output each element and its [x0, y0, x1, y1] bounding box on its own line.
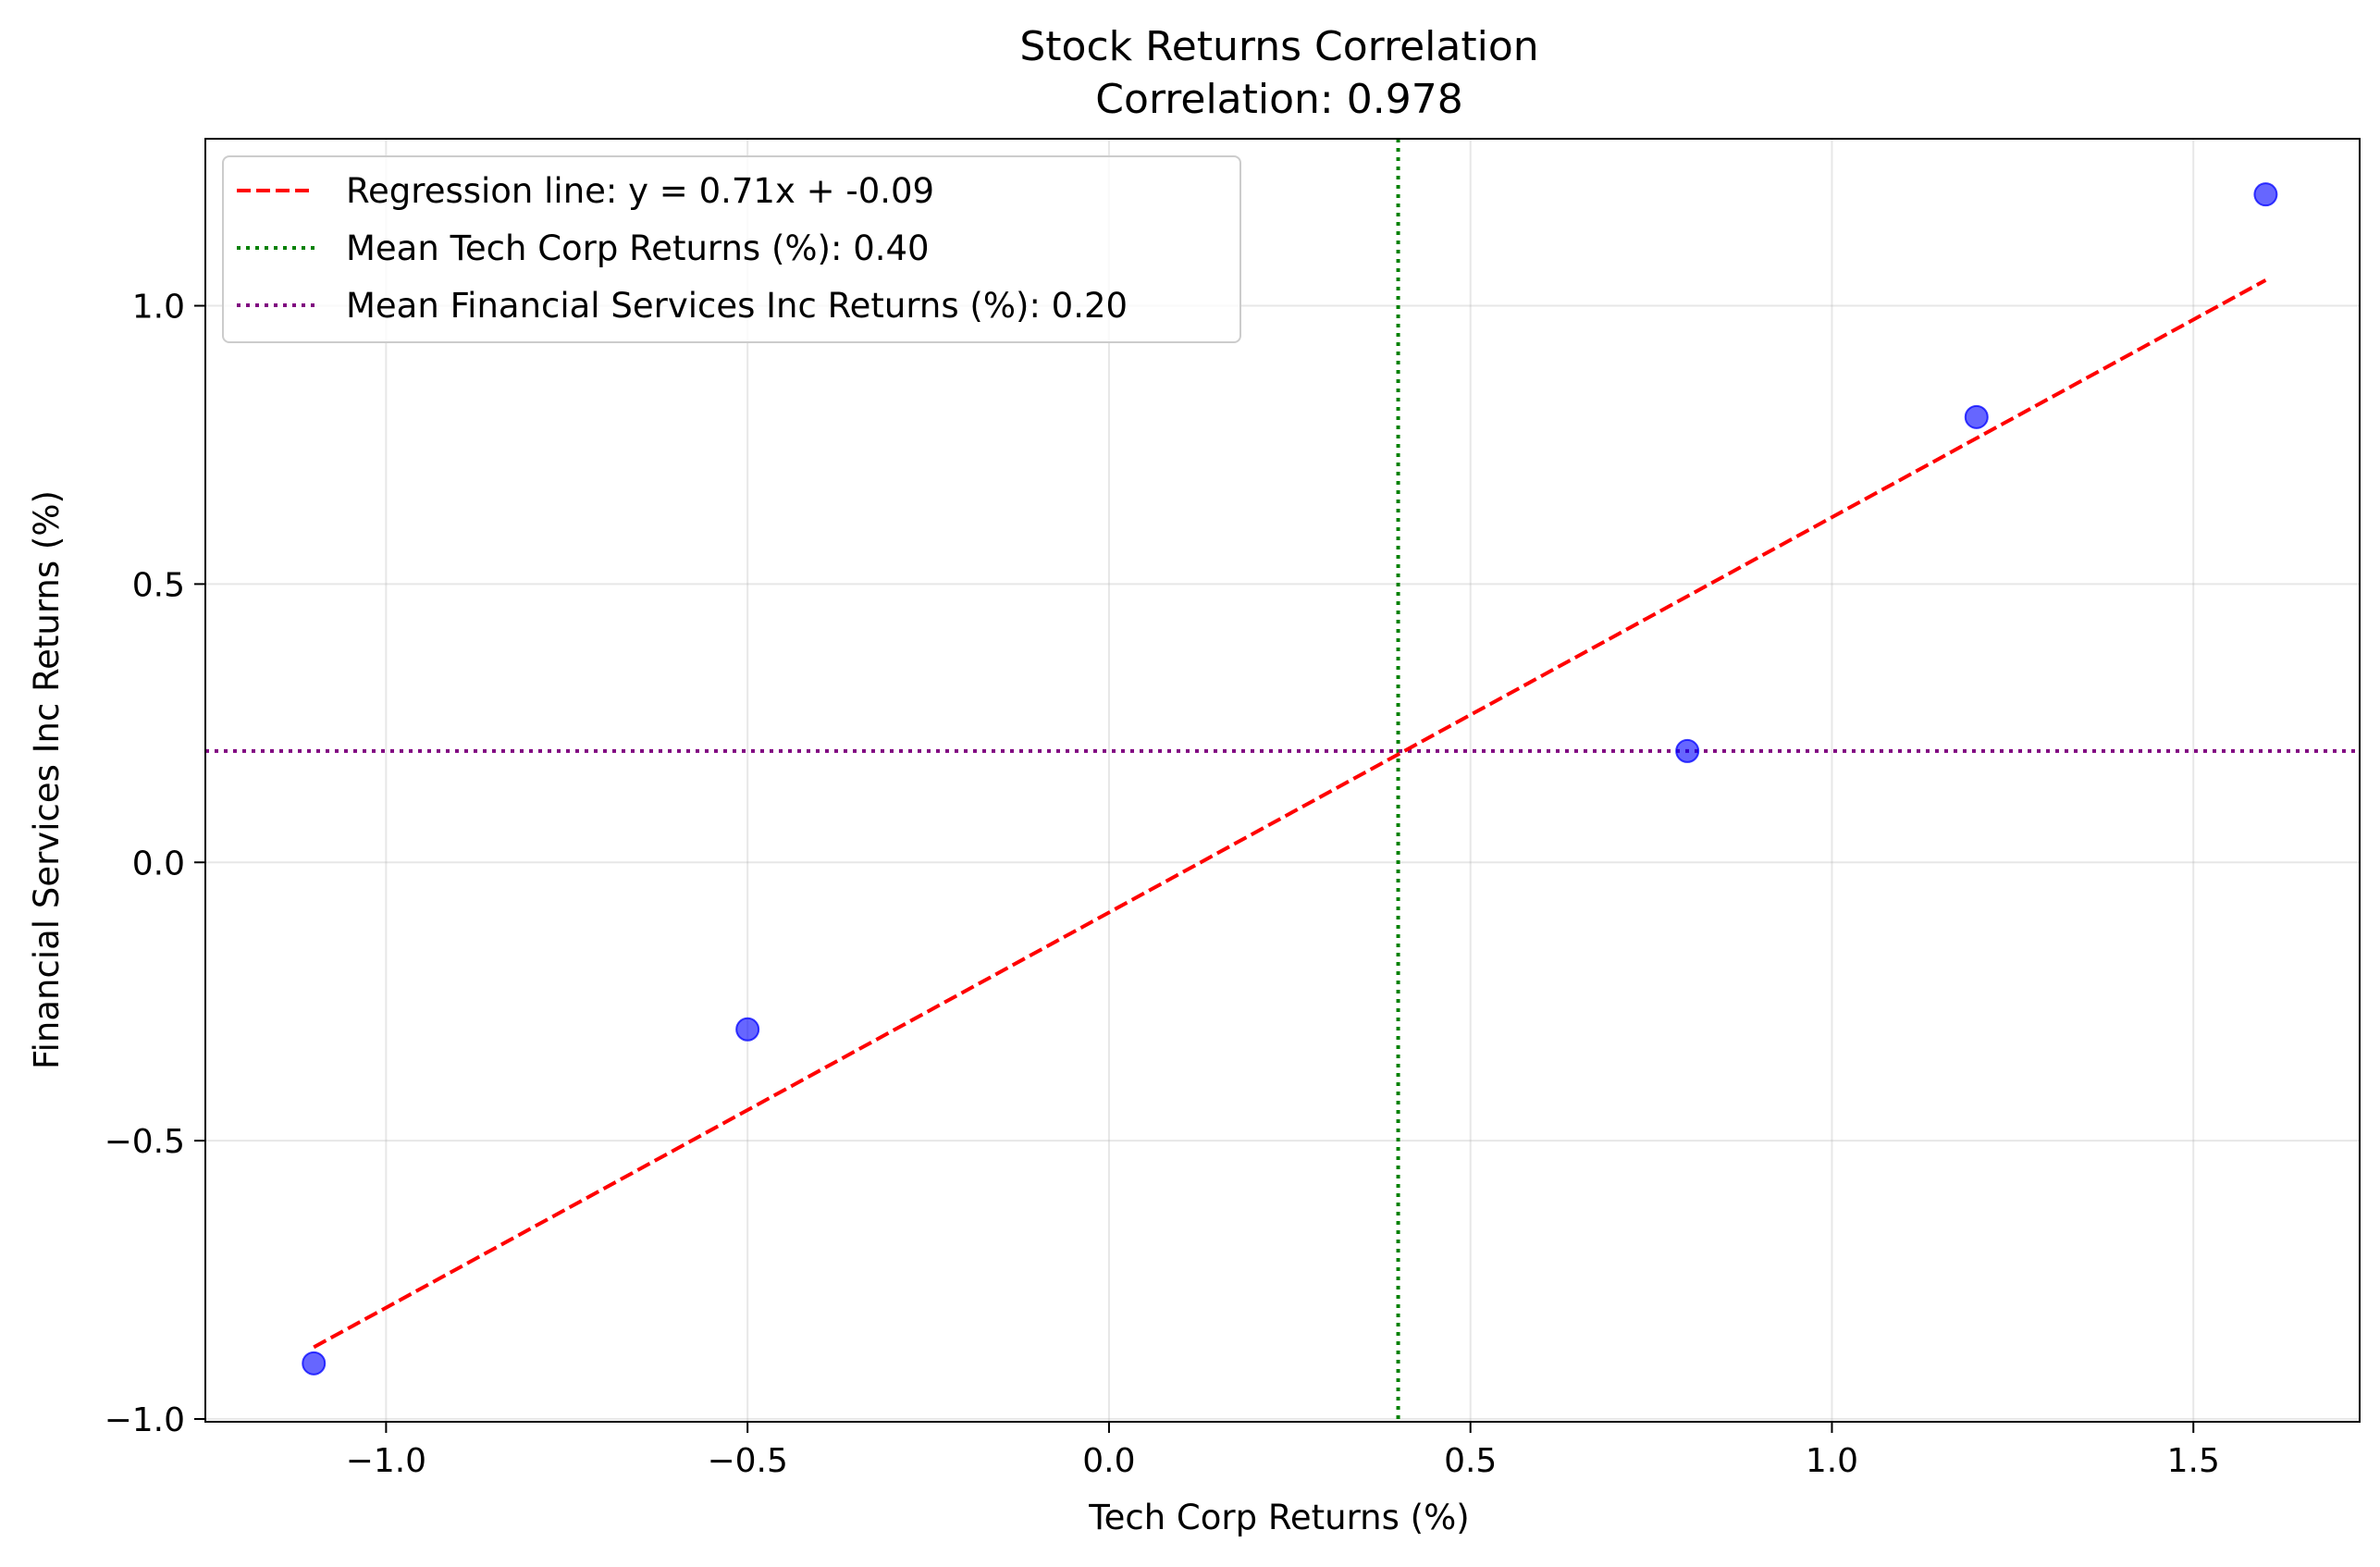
- regression-line: [313, 278, 2267, 1350]
- x-tick-label: 1.5: [2167, 1442, 2220, 1480]
- scatter-point: [2253, 182, 2278, 207]
- axis-ticks: −1.0 −0.5 0.0 0.5 1.0 1.5 −1.0 −0.5 0.0 0.5 1.0: [105, 289, 2220, 1480]
- legend: Regression line: y = 0.71x + -0.09 Mean …: [222, 155, 1241, 343]
- x-tick-label: 1.0: [1806, 1442, 1858, 1480]
- x-tick-label: −0.5: [707, 1442, 787, 1480]
- chart-subtitle: Correlation: 0.978: [1095, 76, 1462, 123]
- x-tick-label: 0.5: [1444, 1442, 1497, 1480]
- legend-mean-x-label: Mean Tech Corp Returns (%): 0.40: [346, 228, 930, 268]
- grid: [205, 139, 2360, 1422]
- y-tick-label: 0.0: [132, 845, 185, 882]
- scatter-point: [1964, 404, 1989, 429]
- x-tick-label: −1.0: [346, 1442, 426, 1480]
- y-tick-label: 1.0: [132, 289, 185, 327]
- scatter-point: [1675, 738, 1700, 763]
- chart-title: Stock Returns Correlation: [1019, 23, 1538, 70]
- legend-box: [222, 155, 1241, 343]
- plot-area: [205, 139, 2360, 1422]
- y-tick-label: 0.5: [132, 566, 185, 604]
- y-axis-label: Financial Services Inc Returns (%): [27, 490, 67, 1069]
- scatter-point: [735, 1017, 760, 1042]
- y-tick-label: −0.5: [105, 1123, 185, 1161]
- x-tick-label: 0.0: [1082, 1442, 1135, 1480]
- scatter-point: [302, 1351, 327, 1376]
- axes-frame: [204, 138, 2361, 1423]
- legend-mean-y-label: Mean Financial Services Inc Returns (%):…: [346, 286, 1128, 326]
- x-axis-label: Tech Corp Returns (%): [1088, 1498, 1469, 1537]
- y-tick-label: −1.0: [105, 1401, 185, 1439]
- legend-regression-label: Regression line: y = 0.71x + -0.09: [346, 171, 934, 211]
